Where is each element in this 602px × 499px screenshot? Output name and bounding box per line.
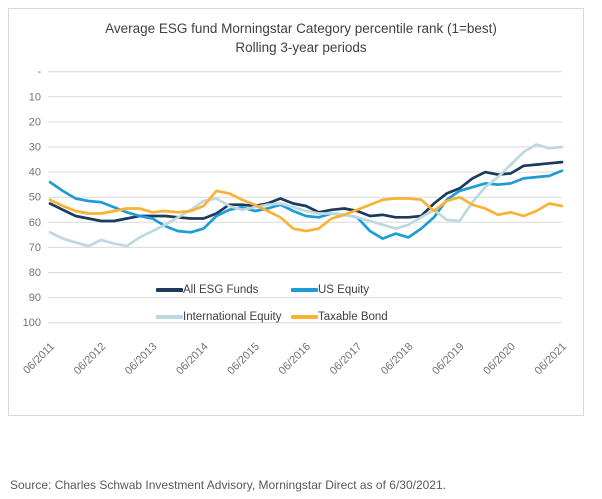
- x-tick-label: 06/2020: [481, 341, 518, 378]
- chart-title-line1: Average ESG fund Morningstar Category pe…: [105, 21, 497, 36]
- y-tick-label: 100: [23, 317, 41, 329]
- y-tick-label: -: [37, 66, 41, 78]
- series-line-international-equity: [48, 143, 564, 248]
- series-line-all-esg-funds: [48, 160, 564, 223]
- legend-label-international-equity: International Equity: [183, 311, 282, 323]
- y-tick-label: 30: [29, 142, 41, 154]
- x-tick-label: 06/2017: [328, 341, 365, 378]
- legend-label-us-equity: US Equity: [318, 284, 370, 296]
- source-text: Source: Charles Schwab Investment Adviso…: [10, 478, 446, 492]
- y-tick-label: 70: [29, 242, 41, 254]
- y-tick-label: 80: [29, 267, 41, 279]
- legend-item-international-equity: International Equity: [156, 310, 281, 324]
- legend-swatch-taxable-bond: [291, 315, 318, 319]
- chart-title: Average ESG fund Morningstar Category pe…: [0, 19, 602, 57]
- legend-item-taxable-bond: Taxable Bond: [291, 310, 388, 324]
- x-tick-label: 06/2016: [277, 341, 314, 378]
- x-tick-label: 06/2018: [379, 341, 416, 378]
- series-line-taxable-bond: [48, 189, 564, 233]
- x-tick-label: 06/2014: [174, 341, 211, 378]
- y-tick-label: 10: [29, 91, 41, 103]
- legend-swatch-international-equity: [156, 315, 183, 319]
- x-tick-label: 06/2015: [225, 341, 262, 378]
- legend-swatch-all-esg-funds: [156, 288, 183, 292]
- x-tick-label: 06/2012: [72, 341, 109, 378]
- legend-label-taxable-bond: Taxable Bond: [318, 311, 388, 323]
- legend-label-all-esg-funds: All ESG Funds: [183, 284, 259, 296]
- y-tick-label: 40: [29, 167, 41, 179]
- x-tick-label: 06/2019: [430, 341, 467, 378]
- y-tick-label: 60: [29, 217, 41, 229]
- legend-item-us-equity: US Equity: [291, 283, 369, 297]
- legend-swatch-us-equity: [291, 288, 318, 292]
- y-tick-label: 90: [29, 292, 41, 304]
- x-tick-label: 06/2021: [533, 341, 570, 378]
- x-tick-label: 06/2013: [123, 341, 160, 378]
- series-line-us-equity: [48, 169, 564, 240]
- x-tick-label: 06/2011: [21, 341, 57, 377]
- y-tick-label: 20: [29, 116, 41, 128]
- y-tick-label: 50: [29, 192, 41, 204]
- chart-title-line2: Rolling 3-year periods: [235, 40, 367, 55]
- legend-item-all-esg-funds: All ESG Funds: [156, 283, 258, 297]
